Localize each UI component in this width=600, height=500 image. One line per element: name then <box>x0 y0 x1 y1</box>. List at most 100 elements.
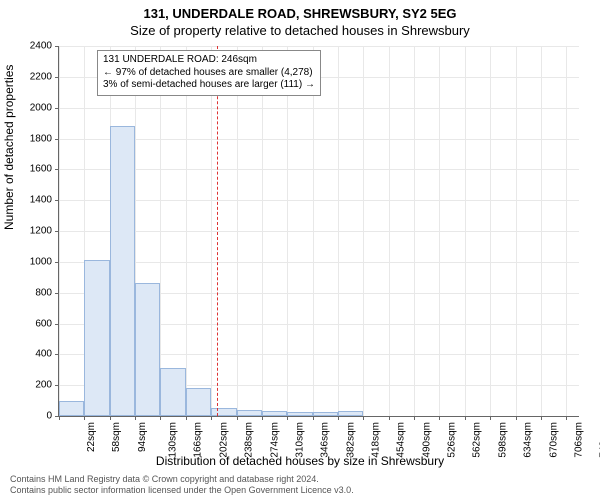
y-tick-label: 1400 <box>22 195 52 206</box>
gridline-vertical <box>389 46 390 416</box>
x-tick-label: 526sqm <box>447 422 458 458</box>
x-tick-mark <box>135 416 136 420</box>
x-tick-label: 202sqm <box>218 422 229 458</box>
gridline-vertical <box>186 46 187 416</box>
annotation-box: 131 UNDERDALE ROAD: 246sqm← 97% of detac… <box>97 50 321 96</box>
gridline-vertical <box>313 46 314 416</box>
gridline-horizontal <box>59 139 579 140</box>
histogram-bar <box>313 412 338 416</box>
gridline-vertical <box>439 46 440 416</box>
x-tick-mark <box>84 416 85 420</box>
x-tick-mark <box>490 416 491 420</box>
x-tick-mark <box>414 416 415 420</box>
histogram-bar <box>338 411 363 416</box>
gridline-horizontal <box>59 169 579 170</box>
x-tick-label: 58sqm <box>111 422 122 452</box>
x-tick-mark <box>186 416 187 420</box>
x-tick-label: 310sqm <box>295 422 306 458</box>
histogram-bar <box>160 368 185 416</box>
gridline-vertical <box>262 46 263 416</box>
chart-subtitle: Size of property relative to detached ho… <box>0 21 600 38</box>
annotation-line-1: 131 UNDERDALE ROAD: 246sqm <box>103 54 315 67</box>
gridline-horizontal <box>59 46 579 47</box>
reference-line <box>217 46 218 416</box>
x-tick-label: 634sqm <box>523 422 534 458</box>
y-tick-label: 0 <box>22 411 52 422</box>
x-tick-label: 418sqm <box>371 422 382 458</box>
x-tick-label: 238sqm <box>244 422 255 458</box>
y-tick-label: 400 <box>22 349 52 360</box>
x-tick-mark <box>262 416 263 420</box>
gridline-vertical <box>566 46 567 416</box>
gridline-vertical <box>237 46 238 416</box>
x-tick-label: 670sqm <box>548 422 559 458</box>
gridline-vertical <box>211 46 212 416</box>
y-tick-label: 1200 <box>22 226 52 237</box>
y-tick-label: 2200 <box>22 71 52 82</box>
x-axis-label: Distribution of detached houses by size … <box>0 454 600 468</box>
chart-area: 22sqm58sqm94sqm130sqm166sqm202sqm238sqm2… <box>58 46 578 416</box>
gridline-vertical <box>363 46 364 416</box>
histogram-bar <box>211 408 236 416</box>
x-tick-label: 22sqm <box>86 422 97 452</box>
x-tick-label: 346sqm <box>320 422 331 458</box>
annotation-line-3: 3% of semi-detached houses are larger (1… <box>103 79 315 92</box>
y-tick-label: 2000 <box>22 102 52 113</box>
x-tick-label: 166sqm <box>193 422 204 458</box>
histogram-bar <box>59 401 84 416</box>
x-tick-mark <box>287 416 288 420</box>
x-tick-label: 382sqm <box>345 422 356 458</box>
x-tick-mark <box>338 416 339 420</box>
x-tick-mark <box>465 416 466 420</box>
x-tick-mark <box>313 416 314 420</box>
x-tick-mark <box>566 416 567 420</box>
x-tick-label: 454sqm <box>396 422 407 458</box>
x-tick-label: 274sqm <box>269 422 280 458</box>
histogram-bar <box>262 411 287 416</box>
chart-title: 131, UNDERDALE ROAD, SHREWSBURY, SY2 5EG <box>0 0 600 21</box>
gridline-vertical <box>516 46 517 416</box>
x-tick-mark <box>211 416 212 420</box>
x-tick-label: 706sqm <box>574 422 585 458</box>
y-tick-label: 800 <box>22 287 52 298</box>
histogram-bar <box>287 412 312 416</box>
x-tick-mark <box>59 416 60 420</box>
x-tick-mark <box>439 416 440 420</box>
gridline-vertical <box>465 46 466 416</box>
y-tick-label: 600 <box>22 318 52 329</box>
x-tick-label: 130sqm <box>168 422 179 458</box>
footer-attribution: Contains HM Land Registry data © Crown c… <box>10 474 354 496</box>
x-tick-mark <box>237 416 238 420</box>
gridline-horizontal <box>59 108 579 109</box>
y-tick-label: 1600 <box>22 164 52 175</box>
gridline-vertical <box>287 46 288 416</box>
gridline-horizontal <box>59 262 579 263</box>
x-tick-mark <box>389 416 390 420</box>
histogram-bar <box>110 126 135 416</box>
footer-line-2: Contains public sector information licen… <box>10 485 354 496</box>
gridline-vertical <box>490 46 491 416</box>
gridline-vertical <box>160 46 161 416</box>
x-tick-mark <box>110 416 111 420</box>
histogram-bar <box>135 283 160 416</box>
gridline-horizontal <box>59 231 579 232</box>
y-axis-label: Number of detached properties <box>2 65 16 230</box>
gridline-vertical <box>541 46 542 416</box>
y-tick-label: 1800 <box>22 133 52 144</box>
x-tick-label: 562sqm <box>472 422 483 458</box>
gridline-horizontal <box>59 200 579 201</box>
histogram-bar <box>237 410 262 416</box>
x-tick-mark <box>541 416 542 420</box>
y-tick-label: 1000 <box>22 256 52 267</box>
gridline-vertical <box>59 46 60 416</box>
x-tick-mark <box>363 416 364 420</box>
gridline-vertical <box>414 46 415 416</box>
y-tick-label: 2400 <box>22 41 52 52</box>
x-tick-mark <box>160 416 161 420</box>
gridline-vertical <box>338 46 339 416</box>
y-tick-label: 200 <box>22 380 52 391</box>
x-tick-mark <box>516 416 517 420</box>
footer-line-1: Contains HM Land Registry data © Crown c… <box>10 474 354 485</box>
x-tick-label: 94sqm <box>137 422 148 452</box>
annotation-line-2: ← 97% of detached houses are smaller (4,… <box>103 67 315 80</box>
